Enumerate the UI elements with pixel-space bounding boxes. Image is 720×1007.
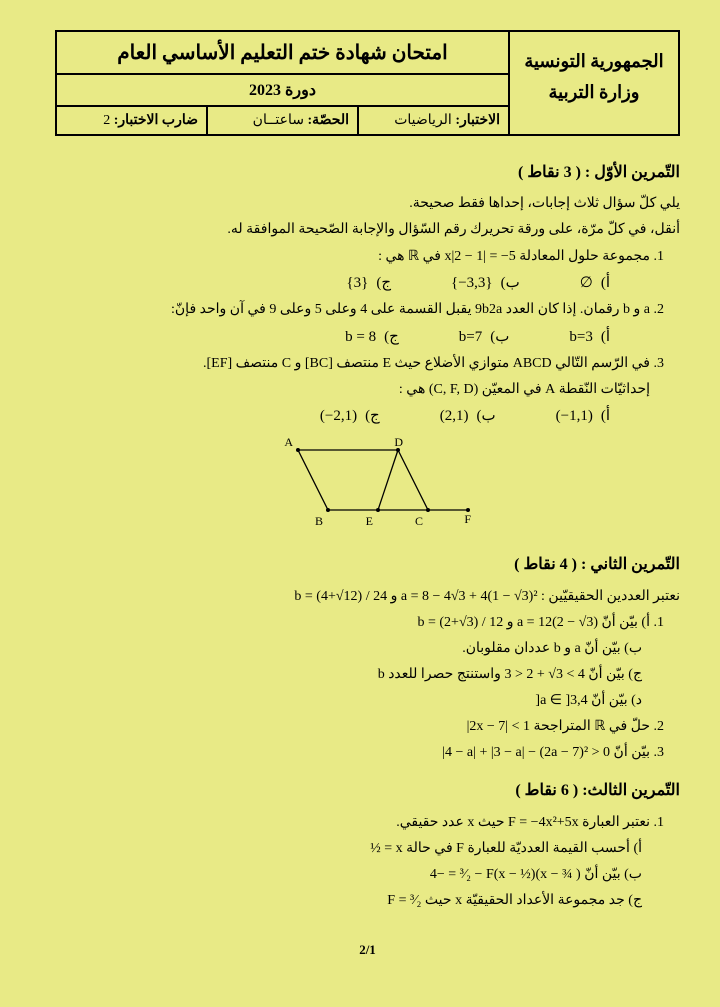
- svg-text:F: F: [464, 512, 471, 526]
- ex2-q1d: د) بيّن أنّ a ∈ ]3,4[: [55, 689, 680, 712]
- ex1-title: التّمرين الأوّل : ( 3 نقاط ): [55, 160, 680, 186]
- coef-label: ضارب الاختبار:: [114, 113, 198, 128]
- q3c: (−2,1): [320, 404, 357, 429]
- ministry: وزارة التربية: [518, 77, 670, 108]
- ex1-intro2: أنقل، في كلّ مرّة، على ورقة تحريرك رقم ا…: [55, 218, 680, 241]
- opt-b: ب) (2,1): [440, 404, 496, 429]
- q3b: (2,1): [440, 404, 469, 429]
- q1b: {−3,3}: [451, 271, 493, 296]
- ex2-intro-pre: نعتبر العددين الحقيقيّين :: [538, 589, 680, 604]
- exam-title: امتحان شهادة ختم التعليم الأساسي العام: [57, 32, 508, 75]
- ex3-q1: 1. نعتبر العبارة F = −4x²+5x حيث x عدد ح…: [55, 811, 680, 834]
- exam-header: الجمهورية التونسية وزارة التربية امتحان …: [55, 30, 680, 136]
- ex3-q1b: ب) بيّن أنّ ( ¾ − x)(½ − x)4− = ³⁄₂ − F: [55, 863, 680, 886]
- ex1-q3b: إحداثيّات النّقطة A في المعيّن (C, F, D)…: [55, 378, 680, 401]
- svg-text:A: A: [284, 435, 293, 449]
- q1a: ∅: [580, 271, 593, 296]
- opt-c: ج) {3}: [346, 271, 391, 296]
- ex1-q1-text: 1. مجموعة حلول المعادلة 5− = |x|2 − 1 في…: [378, 249, 664, 264]
- q2a: b=3: [569, 325, 592, 350]
- ex2-b: b = (4+√12) / 24: [294, 585, 387, 608]
- ex1-q2-options: أ) b=3 ب) b=7 ج) b = 8: [55, 325, 620, 350]
- svg-text:D: D: [394, 435, 403, 449]
- opt-a: أ) b=3: [569, 325, 610, 350]
- ex2-a: a = 8 − 4√3 + 4(1 − √3)²: [401, 585, 538, 608]
- ex2-q1a-b: b = (2+√3) / 12: [418, 611, 504, 634]
- exam-info: امتحان شهادة ختم التعليم الأساسي العام د…: [57, 32, 508, 134]
- ex1-intro1: يلي كلّ سؤال ثلاث إجابات، إحداها فقط صحي…: [55, 192, 680, 215]
- parallelogram-figure: A D B E C F: [55, 435, 680, 538]
- duration-cell: الحصّة: ساعتــان: [206, 107, 357, 134]
- q3a: (−1,1): [556, 404, 593, 429]
- republic: الجمهورية التونسية: [518, 46, 670, 77]
- q2c: b = 8: [345, 325, 376, 350]
- subject: الرياضيات: [394, 113, 452, 128]
- opt-a: أ) (−1,1): [556, 404, 610, 429]
- opt-b: ب) {−3,3}: [451, 271, 520, 296]
- ex2-q2: 2. حلّ في ℝ المتراجحة 1 > |7 − 2x|: [55, 715, 680, 738]
- opt-a: أ) ∅: [580, 271, 610, 296]
- session: دورة 2023: [57, 75, 508, 107]
- ex2-q1b: ب) بيّن أنّ a و b عددان مقلوبان.: [55, 637, 680, 660]
- subject-label: الاختبار:: [455, 113, 500, 128]
- ex2-and: و: [387, 589, 397, 604]
- ex1-q1-options: أ) ∅ ب) {−3,3} ج) {3}: [55, 271, 620, 296]
- ex3-q1a: أ) أحسب القيمة العدديّة للعبارة F في حال…: [55, 837, 680, 860]
- duration-label: الحصّة:: [307, 113, 349, 128]
- ex1-q2: 2. a و b رقمان. إذا كان العدد 9b2a يقبل …: [55, 298, 680, 321]
- body: التّمرين الأوّل : ( 3 نقاط ) يلي كلّ سؤا…: [55, 160, 680, 912]
- parallelogram-svg: A D B E C F: [253, 435, 483, 530]
- opt-c: ج) b = 8: [345, 325, 399, 350]
- ex1-q3: 3. في الرّسم التّالي ABCD متوازي الأضلاع…: [55, 352, 680, 375]
- ex2-q1a-pre: 1. أ) بيّن أنّ: [598, 615, 664, 630]
- ex2-q1a: 1. أ) بيّن أنّ a = 12(2 − √3) و b = (2+√…: [55, 611, 680, 634]
- ex3-q1c: ج) جد مجموعة الأعداد الحقيقيّة x حيث ³⁄₂…: [55, 889, 680, 912]
- ex2-q3: 3. بيّن أنّ 0 < ²(7 − 2a) − |4 − a| + |3…: [55, 741, 680, 764]
- ex3-title: التّمرين الثالث: ( 6 نقاط ): [55, 778, 680, 804]
- svg-text:C: C: [414, 514, 422, 528]
- subject-cell: الاختبار: الرياضيات: [357, 107, 508, 134]
- opt-c: ج) (−2,1): [320, 404, 380, 429]
- ex2-q1a-and: و: [503, 615, 513, 630]
- ex1-q3-options: أ) (−1,1) ب) (2,1) ج) (−2,1): [55, 404, 620, 429]
- coef: 2: [103, 113, 110, 128]
- ex1-q1: 1. مجموعة حلول المعادلة 5− = |x|2 − 1 في…: [55, 245, 680, 268]
- ex2-q1c: ج) بيّن أنّ 4 > 3√ + 2 < 3 واستنتج حصرا …: [55, 663, 680, 686]
- q1c: {3}: [346, 271, 368, 296]
- svg-text:E: E: [365, 514, 372, 528]
- ex2-title: التّمرين الثاني : ( 4 نقاط ): [55, 552, 680, 578]
- svg-text:B: B: [314, 514, 322, 528]
- meta-row: الاختبار: الرياضيات الحصّة: ساعتــان ضار…: [57, 107, 508, 134]
- coef-cell: ضارب الاختبار: 2: [57, 107, 206, 134]
- ex2-intro: نعتبر العددين الحقيقيّين : a = 8 − 4√3 +…: [55, 585, 680, 608]
- duration: ساعتــان: [253, 113, 304, 128]
- gov-block: الجمهورية التونسية وزارة التربية: [508, 32, 678, 134]
- opt-b: ب) b=7: [459, 325, 510, 350]
- page-number: 2/1: [55, 942, 680, 958]
- ex2-q1a-eq: a = 12(2 − √3): [517, 611, 598, 634]
- q2b: b=7: [459, 325, 482, 350]
